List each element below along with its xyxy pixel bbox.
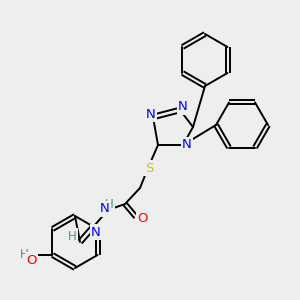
Text: N: N	[178, 100, 188, 113]
Text: H: H	[68, 230, 76, 242]
Text: N: N	[100, 202, 110, 215]
Text: O: O	[26, 254, 37, 266]
Text: H: H	[105, 197, 113, 211]
Text: O: O	[138, 212, 148, 224]
Text: H: H	[20, 248, 29, 262]
Text: S: S	[145, 161, 153, 175]
Text: N: N	[91, 226, 101, 238]
Text: N: N	[146, 107, 156, 121]
Text: N: N	[182, 139, 192, 152]
